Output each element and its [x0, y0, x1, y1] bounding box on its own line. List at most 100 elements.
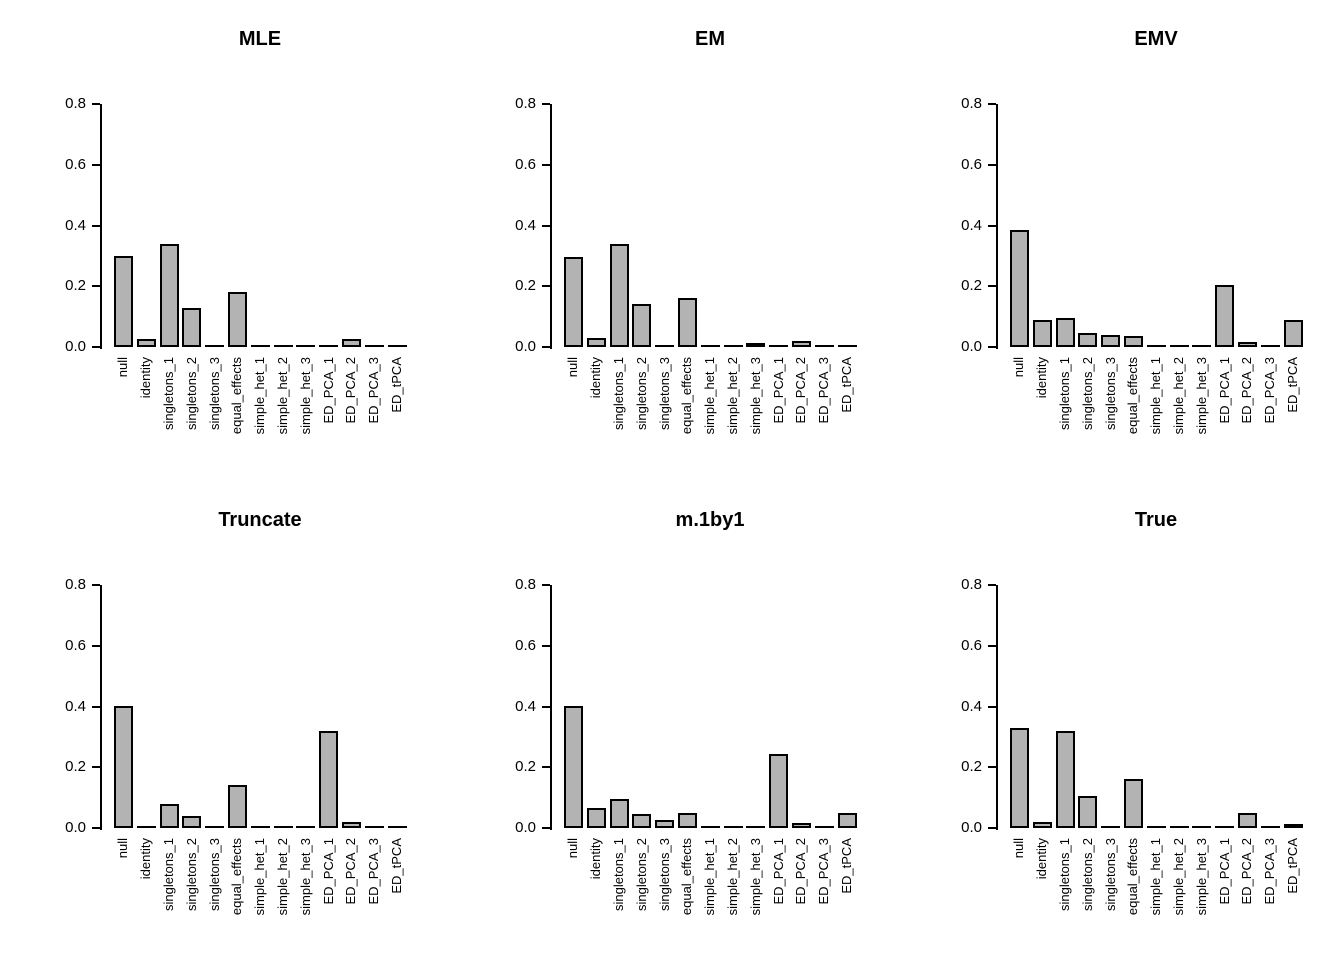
x-axis-label-slot: ED_tPCA	[1282, 838, 1305, 894]
bar-simple_het_1	[1146, 826, 1166, 828]
y-axis-tick	[988, 584, 996, 586]
bar-null	[114, 706, 133, 828]
x-axis-label: singletons_2	[1079, 357, 1095, 430]
x-axis-label-slot: ED_PCA_3	[363, 838, 386, 904]
bar-equal_effects	[678, 298, 697, 347]
bar-singletons_3	[205, 826, 225, 828]
bar-null	[564, 257, 583, 347]
x-axis-label: simple_het_1	[1148, 838, 1164, 916]
x-axis-label: ED_PCA_3	[366, 357, 382, 424]
bar-null	[1010, 728, 1029, 828]
y-axis-tick-label: 0.2	[515, 758, 536, 776]
x-axis-label-slot: simple_het_1	[699, 357, 722, 434]
y-axis-tick	[542, 103, 550, 105]
bar-equal_effects	[1124, 336, 1143, 347]
x-axis-label-slot: simple_het_3	[294, 838, 317, 915]
x-axis-label: ED_PCA_1	[770, 838, 786, 905]
x-axis-label-slot: simple_het_2	[272, 357, 295, 434]
panel-title: EM	[695, 28, 725, 50]
bar-singletons_1	[609, 244, 629, 347]
x-axis-label-slot: equal_effects	[1122, 357, 1145, 434]
x-axis-label: ED_PCA_1	[320, 357, 336, 424]
x-axis-label-slot: ED_PCA_2	[1236, 357, 1259, 423]
x-axis-label: singletons_3	[206, 357, 222, 430]
panel-title: MLE	[238, 28, 282, 50]
x-axis-label-slot: simple_het_3	[1190, 357, 1213, 434]
y-axis-tick	[542, 705, 550, 708]
y-axis-tick-label: 0.8	[961, 576, 982, 593]
x-axis-label-slot: simple_het_2	[722, 838, 745, 915]
x-axis-label-slot: ED_PCA_3	[1259, 838, 1282, 904]
bar-singletons_1	[159, 804, 179, 828]
x-axis-label-slot: ED_PCA_1	[767, 357, 790, 423]
x-axis-label: equal_effects	[679, 838, 695, 916]
bar-singletons_3	[1101, 335, 1121, 347]
panel-true: True 0.8 0.6 0.4 0.2 0.0 null identity singlet…	[896, 481, 1340, 960]
x-axis-labels: null identity singletons_1 singletons_2 sing…	[112, 357, 408, 475]
x-axis-label-slot: identity	[1031, 838, 1054, 879]
bar-ED_tPCA	[837, 345, 857, 347]
bar-simple_het_3	[746, 826, 766, 828]
bar-ED_PCA_2	[1238, 342, 1257, 347]
bar-null	[1010, 230, 1029, 347]
y-axis-tick-label: 0.0	[65, 338, 86, 355]
y-axis-tick-label: 0.2	[65, 277, 86, 295]
y-axis-tick	[542, 224, 550, 227]
x-axis-label: simple_het_2	[1171, 838, 1187, 916]
panel-truncate: Truncate 0.8 0.6 0.4 0.2 0.0 null identity sin…	[0, 481, 444, 960]
x-axis-label-slot: singletons_3	[1099, 357, 1122, 430]
bar-ED_PCA_3	[1260, 345, 1280, 347]
x-axis-label-slot: ED_PCA_3	[813, 838, 836, 904]
bar-ED_PCA_1	[319, 731, 339, 828]
y-axis-tick-label: 0.6	[65, 155, 86, 173]
x-axis-label-slot: simple_het_2	[1168, 357, 1191, 434]
bar-null	[564, 706, 583, 828]
bar-ED_tPCA	[1283, 824, 1303, 828]
x-axis-label-slot: simple_het_3	[744, 838, 767, 915]
x-axis-label-slot: ED_PCA_2	[340, 838, 363, 904]
x-axis-label: singletons_3	[1102, 838, 1118, 911]
y-axis-tick	[92, 705, 100, 708]
x-axis-label-slot: null	[112, 357, 135, 377]
y-axis-tick	[92, 103, 100, 105]
x-axis-label-slot: ED_tPCA	[1282, 357, 1305, 413]
x-axis-label-slot: singletons_2	[180, 357, 203, 430]
y-axis-tick-label: 0.4	[65, 216, 86, 234]
y-axis-tick-label: 0.0	[515, 819, 536, 836]
x-axis-label: simple_het_2	[725, 838, 741, 916]
x-axis-label: equal_effects	[679, 357, 695, 435]
x-axis-label-slot: singletons_1	[1054, 838, 1077, 911]
x-axis-labels: null identity singletons_1 singletons_2 sing…	[112, 838, 408, 956]
y-axis-tick-label: 0.6	[65, 636, 86, 654]
y-axis-line	[100, 104, 102, 349]
bar-ED_tPCA	[1283, 320, 1303, 347]
x-axis-label-slot: equal_effects	[1122, 838, 1145, 915]
y-axis-tick-label: 0.2	[961, 758, 982, 776]
x-axis-label: ED_PCA_2	[1239, 838, 1255, 905]
x-axis-label-slot: simple_het_2	[272, 838, 295, 915]
y-axis-tick	[542, 766, 550, 769]
bar-equal_effects	[228, 785, 247, 828]
y-axis-tick-label: 0.4	[961, 697, 982, 715]
x-axis-label-slot: singletons_3	[203, 838, 226, 911]
bar-ED_PCA_3	[814, 345, 834, 347]
x-axis-label: simple_het_2	[725, 357, 741, 435]
bar-ED_PCA_1	[769, 754, 789, 828]
y-axis-tick	[92, 224, 100, 227]
bar-equal_effects	[678, 813, 697, 828]
x-axis-label-slot: null	[112, 838, 135, 858]
y-axis-tick-label: 0.2	[961, 277, 982, 295]
x-axis-label: ED_PCA_3	[816, 838, 832, 905]
x-axis-label: ED_tPCA	[1285, 357, 1301, 413]
x-axis-label-slot: simple_het_2	[722, 357, 745, 434]
bar-singletons_1	[1055, 731, 1075, 828]
x-axis-labels: null identity singletons_1 singletons_2 sing…	[1008, 838, 1304, 956]
x-axis-label-slot: equal_effects	[676, 838, 699, 915]
x-axis-label-slot: simple_het_1	[249, 838, 272, 915]
x-axis-label: simple_het_2	[275, 838, 291, 916]
panel-title: m.1by1	[675, 509, 745, 531]
bar-ED_PCA_1	[769, 345, 789, 347]
x-axis-label: simple_het_1	[702, 357, 718, 435]
y-axis-tick-label: 0.8	[515, 576, 536, 593]
bar-simple_het_3	[746, 343, 766, 347]
